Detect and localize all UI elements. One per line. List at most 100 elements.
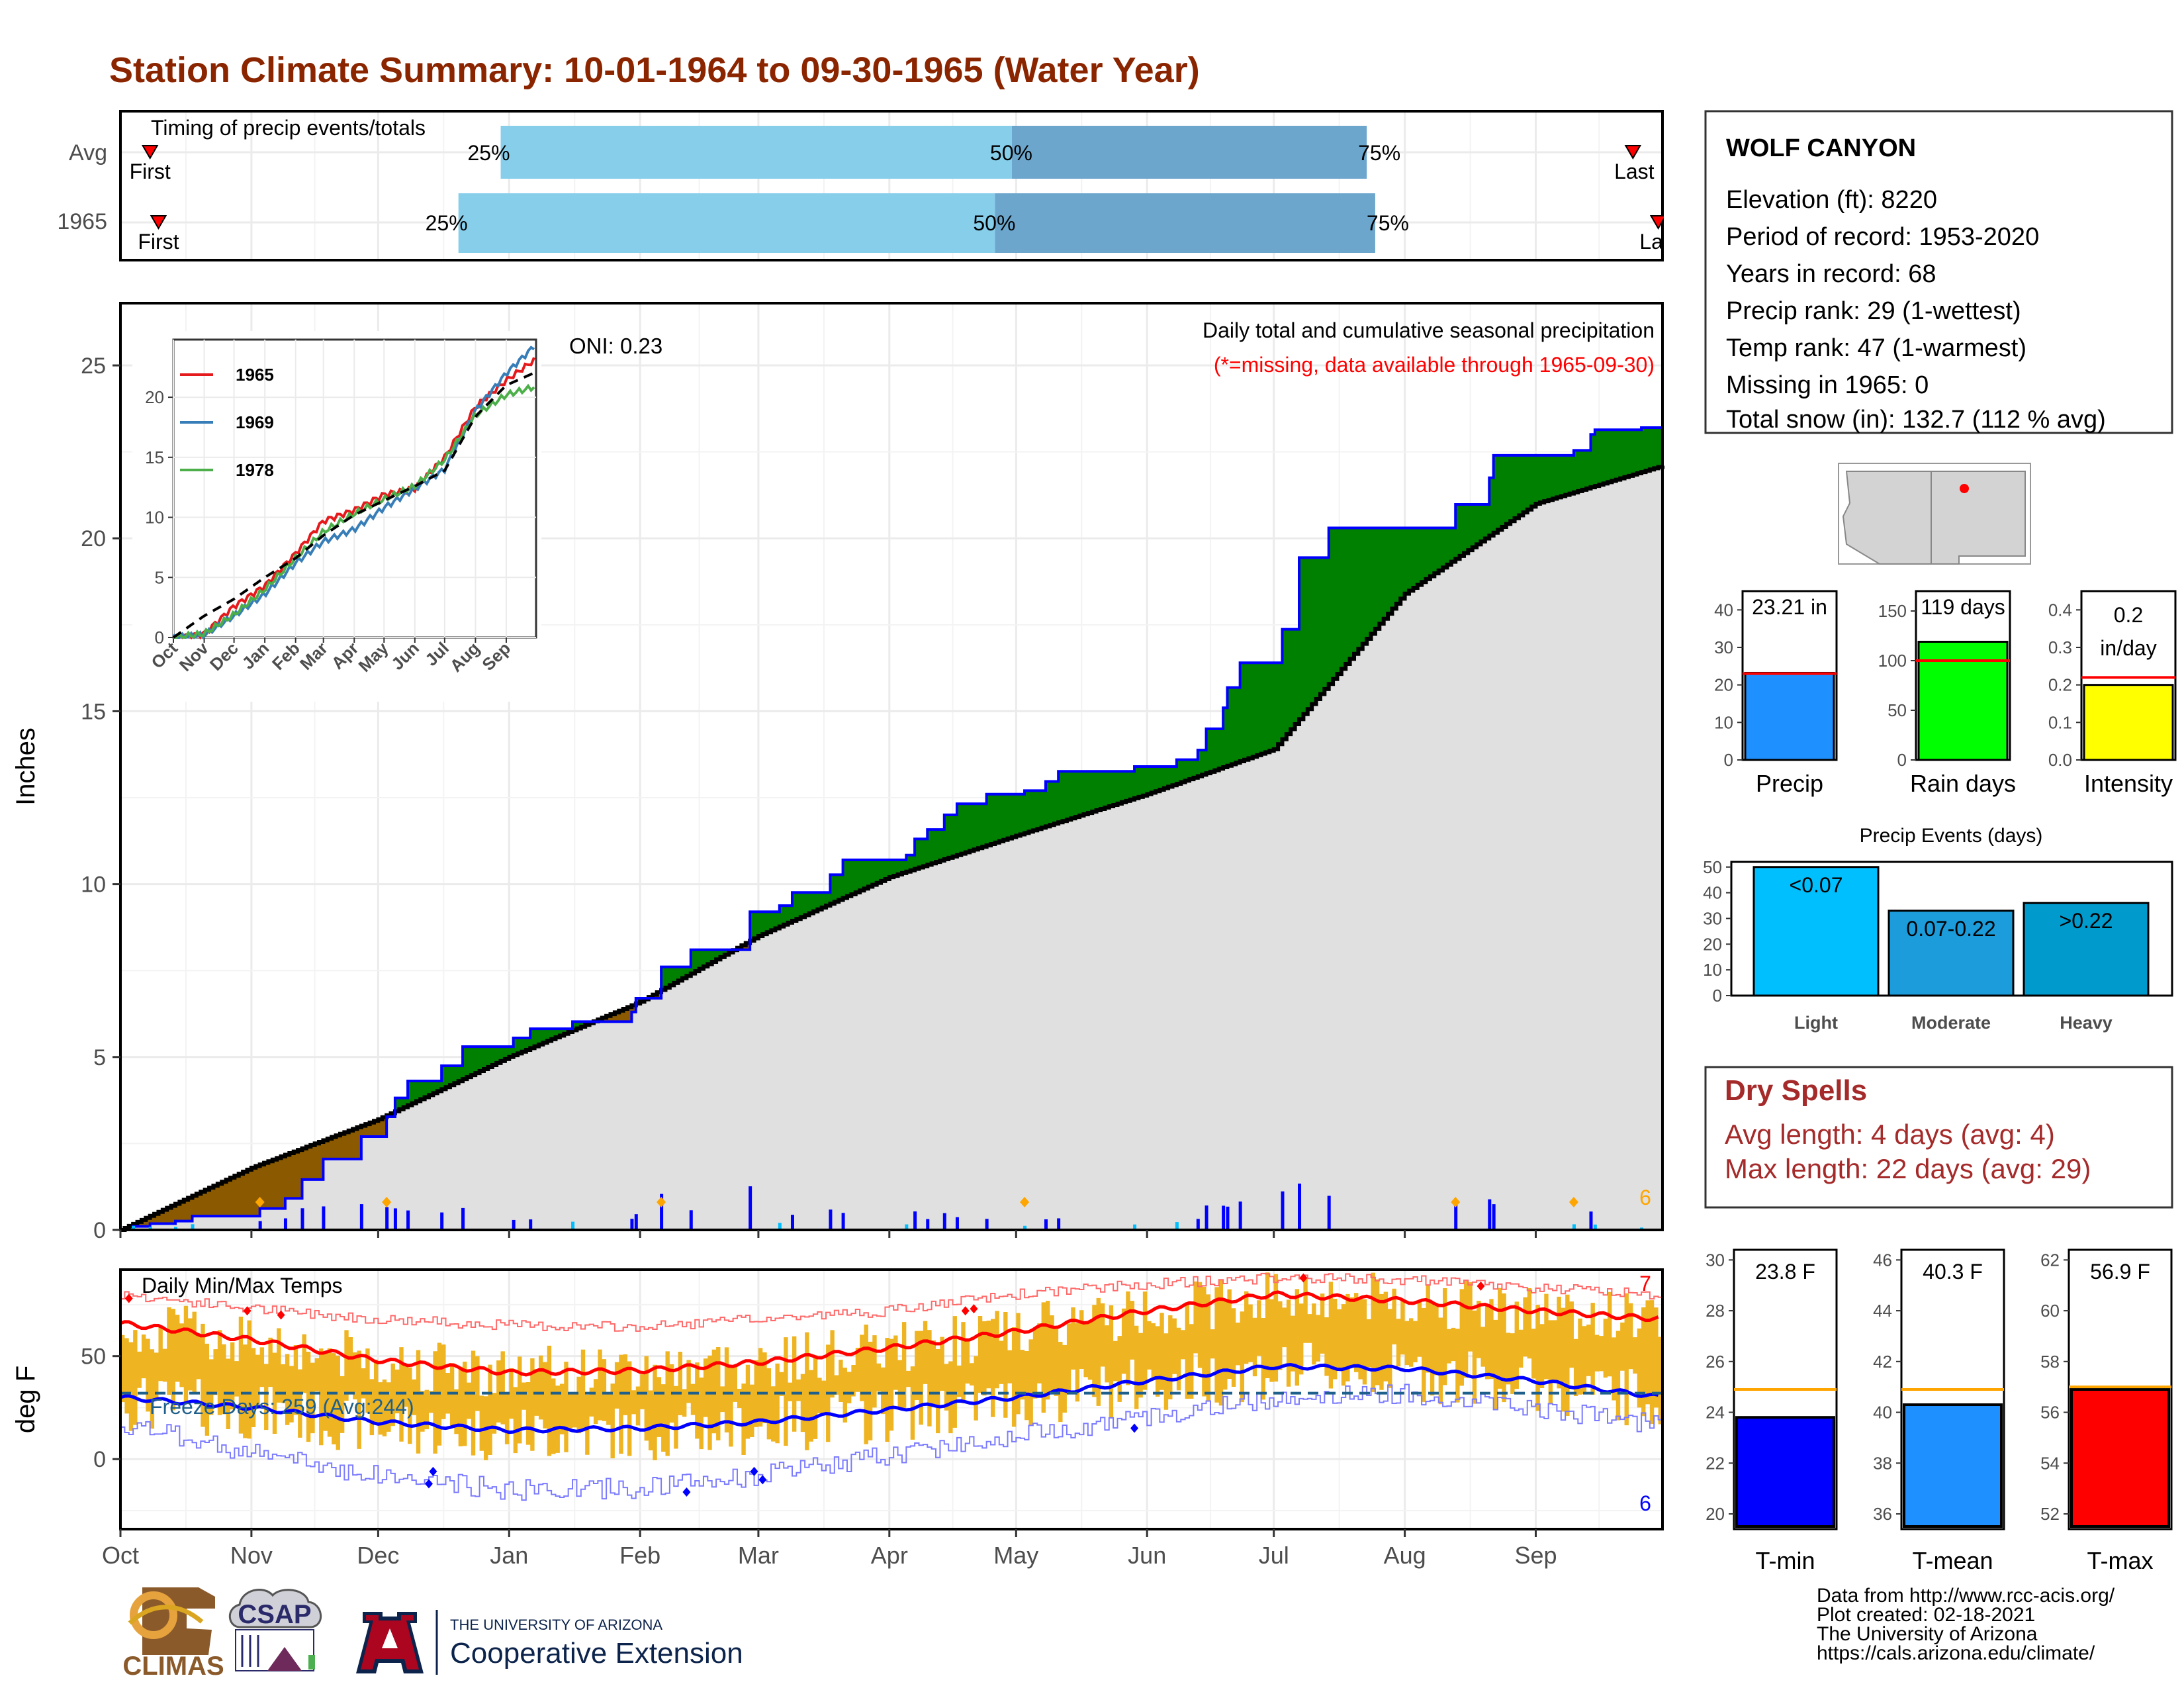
summary-tick: 100 [1878,651,1907,671]
daily-precip-bar [913,1211,917,1230]
temp-y-tick: 50 [81,1344,106,1370]
record-low-marker [429,1466,437,1476]
temp-summary-tick: 44 [1873,1301,1892,1321]
summary-tick: 0.0 [2048,750,2072,770]
events-tick: 0 [1713,986,1722,1006]
daily-precip-bar [1205,1205,1208,1230]
record-high-marker [970,1304,978,1314]
summary-tick: 0.2 [2048,675,2072,695]
footer-plot-created: Plot created: 02-18-2021 [1817,1604,2035,1626]
temp-summary-value: 23.8 F [1755,1260,1815,1284]
daily-precip-bar [955,1217,959,1230]
climas-logo-text: CLIMAS [122,1652,224,1681]
daily-precip-bar [258,1221,262,1230]
summary-tick: 50 [1888,700,1907,720]
inset-y-tick: 0 [155,628,164,647]
dry-spells-avg: Avg length: 4 days (avg: 4) [1725,1119,2055,1150]
timing-panel-title: Timing of precip events/totals [151,116,426,140]
temp-summary-tick: 28 [1706,1301,1725,1321]
events-title: Precip Events (days) [1860,825,2043,847]
events-tick: 50 [1703,857,1722,877]
temp-summary-tick: 42 [1873,1352,1892,1372]
timing-1965-iqr-low [458,193,995,253]
record-low-marker [682,1487,691,1497]
daily-precip-bar [1057,1218,1061,1230]
daily-precip-bar [926,1219,930,1230]
state-new-mexico [1931,471,2026,565]
record-min-count: 6 [1639,1491,1651,1515]
temp-y-tick: 0 [93,1447,106,1472]
inset-average-line [172,371,535,639]
events-category: Moderate [1911,1013,1991,1033]
monthly-max-marker [657,1197,666,1207]
monthly-max-marker [382,1197,392,1207]
inset-line-1978 [173,383,535,639]
monthly-max-marker [1569,1197,1578,1207]
temp-summary-tick: 36 [1873,1504,1892,1524]
daily-precip-bars [132,1184,1644,1230]
daily-precip-bar [829,1209,833,1230]
station-years: Years in record: 68 [1726,260,1936,288]
summary-tick: 150 [1878,601,1907,621]
average-min-line [120,1363,1659,1434]
temp-summary-bar-t-min [1735,1416,1835,1528]
month-label: Feb [619,1542,660,1569]
inset-y-tick: 20 [145,387,164,407]
precip-y-axis-title: Inches [11,727,40,806]
csap-logo: CSAP [228,1589,322,1671]
dry-spells-title: Dry Spells [1725,1074,1867,1107]
summary-value-unit: in/day [2100,636,2156,660]
month-label: Apr [871,1542,908,1569]
summary-value: 23.21 in [1752,595,1827,619]
daily-precip-bar [985,1219,989,1230]
events-bar-light [1752,866,1880,997]
precip-y-tick: 0 [93,1218,106,1243]
temp-summary-label: T-mean [1912,1547,1993,1574]
temp-y-axis-title: deg F [11,1366,40,1433]
daily-precip-bar [132,1225,136,1230]
summary-tick: 10 [1714,712,1733,732]
timing-row-year: 1965 [57,209,107,234]
temp-summary-tick: 62 [2040,1250,2060,1270]
daily-precip-bar [1222,1205,1226,1230]
temp-summary-value: 40.3 F [1923,1260,1983,1284]
state-arizona [1842,471,1932,565]
daily-precip-bar [749,1186,752,1230]
daily-precip-bar [1492,1204,1496,1230]
monthly-max-marker [1020,1197,1030,1207]
station-temp-rank: Temp rank: 47 (1-warmest) [1726,334,2026,362]
inset-y-tick: 15 [145,447,164,467]
timing-1965-first-marker [150,215,167,230]
temp-summary-tick: 40 [1873,1403,1892,1423]
precip-panel: 0 5 10 15 20 25 Inches Daily total and cumula… [11,302,1664,1243]
daily-precip-bar [148,1227,152,1230]
footer-url: https://cals.arizona.edu/climate/ [1817,1642,2095,1664]
daily-precip-bar [385,1207,389,1230]
missing-note: (*=missing, data available through 1965-… [1214,353,1655,377]
daily-precip-bar [689,1210,693,1230]
summary-bar-intensity [2083,684,2174,761]
summary-tick: 0.3 [2048,637,2072,657]
oni-label: ONI: 0.23 [569,334,662,358]
footer-data-source: Data from http://www.rcc-acis.org/ [1817,1585,2115,1607]
events-tick: 30 [1703,908,1722,928]
daily-precip-bar [790,1215,794,1230]
events-bar-moderate [1888,910,2015,997]
daily-precip-bar [1133,1224,1137,1230]
timing-avg-iqr-high [1011,126,1367,179]
csap-logo-text: CSAP [238,1600,311,1629]
station-period: Period of record: 1953-2020 [1726,223,2039,251]
inset-y-tick: 10 [145,508,164,528]
cumulative-1965-line [120,426,1662,1231]
precip-y-tick: 20 [81,526,106,551]
daily-precip-bar [359,1204,363,1230]
daily-precip-bar [393,1208,397,1230]
inset-legend-label: 1978 [236,460,274,480]
daily-precip-bar [1226,1206,1230,1230]
timing-1965-25-label: 25% [426,211,468,235]
temp-summary-tick: 58 [2040,1352,2060,1372]
record-high-marker [961,1306,970,1316]
timing-avg-50-label: 50% [990,141,1032,165]
daily-temp-range-bars [120,1272,1662,1461]
dry-spells-box: Dry Spells Avg length: 4 days (avg: 4) M… [1704,1066,2173,1209]
